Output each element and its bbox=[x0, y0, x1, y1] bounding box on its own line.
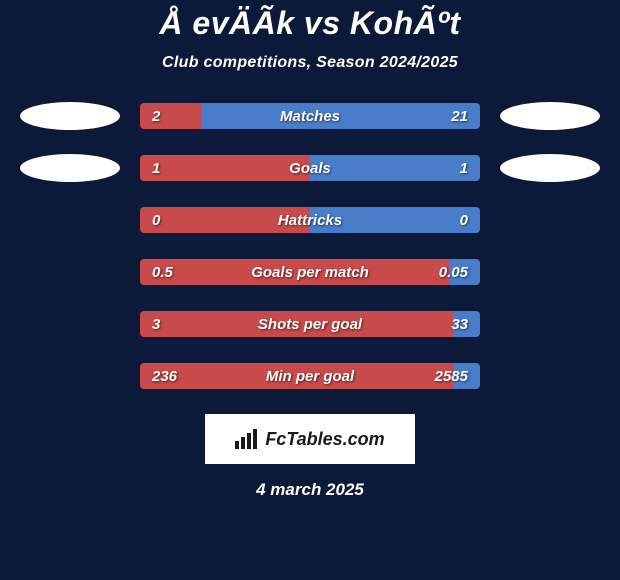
stats-row: 236 Min per goal 2585 bbox=[10, 362, 610, 390]
bar-content: 0 Hattricks 0 bbox=[140, 207, 480, 233]
spacer bbox=[500, 310, 600, 338]
stat-value-left: 3 bbox=[152, 316, 160, 333]
stat-bar: 236 Min per goal 2585 bbox=[140, 363, 480, 389]
fctables-logo: FcTables.com bbox=[205, 414, 415, 464]
stat-value-right: 1 bbox=[460, 160, 468, 177]
bar-content: 2 Matches 21 bbox=[140, 103, 480, 129]
page-title: Å evÄÃ­k vs KohÃºt bbox=[10, 5, 610, 42]
stats-container: 2 Matches 21 1 Goals 1 0 Hattricks 0 0.5 Goals per… bbox=[10, 102, 610, 390]
stat-value-left: 236 bbox=[152, 368, 177, 385]
stat-value-right: 0.05 bbox=[439, 264, 468, 281]
stats-row: 3 Shots per goal 33 bbox=[10, 310, 610, 338]
spacer bbox=[20, 310, 120, 338]
stats-row: 0.5 Goals per match 0.05 bbox=[10, 258, 610, 286]
player-right-avatar bbox=[500, 154, 600, 182]
spacer bbox=[20, 258, 120, 286]
bar-content: 0.5 Goals per match 0.05 bbox=[140, 259, 480, 285]
stat-label: Hattricks bbox=[278, 212, 342, 229]
stat-value-left: 0.5 bbox=[152, 264, 173, 281]
stat-bar: 2 Matches 21 bbox=[140, 103, 480, 129]
stat-value-left: 0 bbox=[152, 212, 160, 229]
stat-label: Shots per goal bbox=[258, 316, 362, 333]
page-subtitle: Club competitions, Season 2024/2025 bbox=[10, 54, 610, 72]
stat-value-left: 1 bbox=[152, 160, 160, 177]
stat-label: Matches bbox=[280, 108, 340, 125]
spacer bbox=[20, 206, 120, 234]
spacer bbox=[500, 206, 600, 234]
stat-bar: 0 Hattricks 0 bbox=[140, 207, 480, 233]
bar-content: 3 Shots per goal 33 bbox=[140, 311, 480, 337]
stat-bar: 1 Goals 1 bbox=[140, 155, 480, 181]
stat-value-right: 2585 bbox=[435, 368, 468, 385]
date-label: 4 march 2025 bbox=[10, 480, 610, 500]
player-left-avatar bbox=[20, 154, 120, 182]
stat-bar: 3 Shots per goal 33 bbox=[140, 311, 480, 337]
stats-row: 1 Goals 1 bbox=[10, 154, 610, 182]
bar-content: 1 Goals 1 bbox=[140, 155, 480, 181]
stat-bar: 0.5 Goals per match 0.05 bbox=[140, 259, 480, 285]
bar-content: 236 Min per goal 2585 bbox=[140, 363, 480, 389]
stat-value-left: 2 bbox=[152, 108, 160, 125]
stats-row: 2 Matches 21 bbox=[10, 102, 610, 130]
bar-chart-icon bbox=[235, 429, 259, 449]
player-right-avatar bbox=[500, 102, 600, 130]
spacer bbox=[500, 362, 600, 390]
stat-value-right: 0 bbox=[460, 212, 468, 229]
stat-label: Min per goal bbox=[266, 368, 354, 385]
spacer bbox=[20, 362, 120, 390]
stat-value-right: 21 bbox=[451, 108, 468, 125]
stats-row: 0 Hattricks 0 bbox=[10, 206, 610, 234]
stat-label: Goals bbox=[289, 160, 331, 177]
stat-value-right: 33 bbox=[451, 316, 468, 333]
logo-text: FcTables.com bbox=[265, 429, 384, 450]
spacer bbox=[500, 258, 600, 286]
player-left-avatar bbox=[20, 102, 120, 130]
stat-label: Goals per match bbox=[251, 264, 369, 281]
